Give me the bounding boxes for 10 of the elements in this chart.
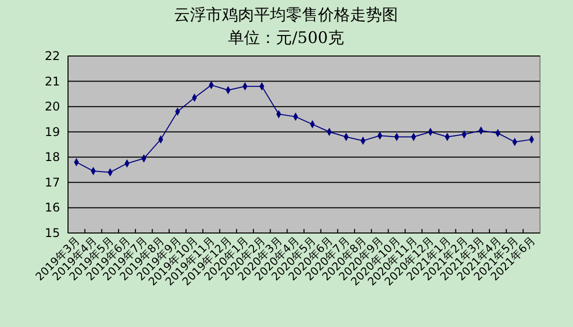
y-tick-label: 22 — [44, 49, 60, 63]
chart-title: 云浮市鸡肉平均零售价格走势图 — [174, 5, 398, 24]
y-tick-label: 15 — [44, 226, 60, 240]
y-tick-label: 18 — [44, 150, 60, 164]
y-tick-label: 19 — [44, 124, 60, 139]
y-tick-label: 16 — [44, 200, 60, 215]
y-tick-label: 17 — [44, 175, 60, 190]
y-tick-label: 20 — [44, 100, 60, 114]
chart-subtitle: 单位：元/500克 — [228, 28, 344, 47]
y-tick-label: 21 — [44, 74, 60, 88]
